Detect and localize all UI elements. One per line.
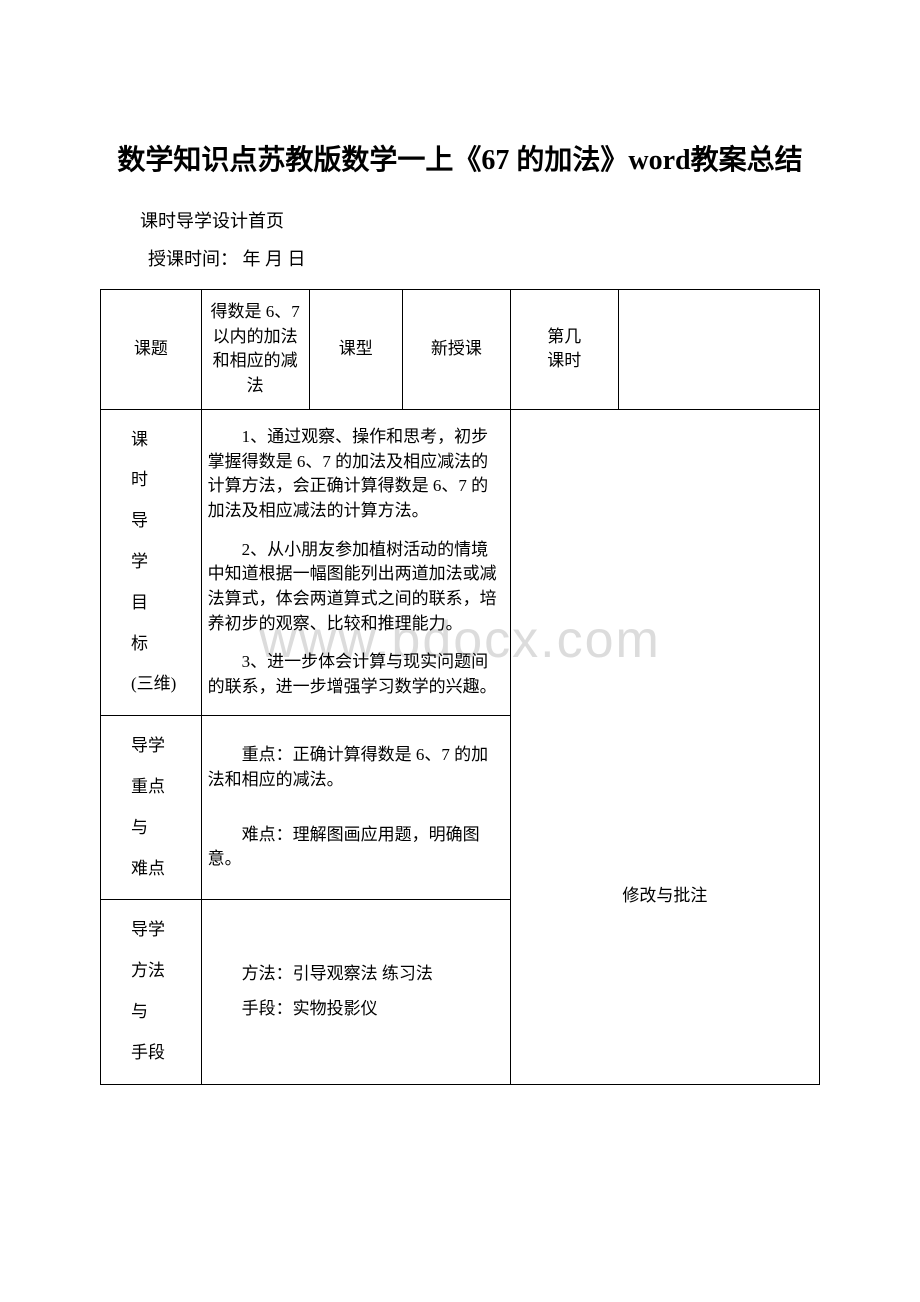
goal-item: 3、进一步体会计算与现实问题间的联系，进一步增强学习数学的兴趣。 [208, 650, 504, 699]
keypoint-text: 重点：正确计算得数是 6、7 的加法和相应的减法。 [208, 743, 504, 792]
keydiff-content: 重点：正确计算得数是 6、7 的加法和相应的减法。 难点：理解图画应用题，明确图… [201, 716, 510, 900]
classtype-value: 新授课 [402, 290, 510, 410]
table-row: 课 时 导 学 目 标 (三维) 1、通过观察、操作和思考，初步掌握得数是 6、… [101, 409, 820, 716]
method-content: 方法：引导观察法 练习法 手段：实物投影仪 [201, 900, 510, 1084]
document-subtitle: 课时导学设计首页 [140, 207, 820, 233]
goal-item: 2、从小朋友参加植树活动的情境中知道根据一幅图能列出两道加法或减法算式，体会两道… [208, 538, 504, 637]
goals-content: 1、通过观察、操作和思考，初步掌握得数是 6、7 的加法及相应减法的计算方法，会… [201, 409, 510, 716]
notes-label: 修改与批注 [517, 884, 813, 909]
classtype-label: 课型 [309, 290, 402, 410]
goals-label: 课 时 导 学 目 标 (三维) [101, 409, 202, 716]
table-row: 课题 得数是 6、7 以内的加法和相应的减法 课型 新授课 第几 课时 [101, 290, 820, 410]
method-text: 方法：引导观察法 练习法 [208, 962, 504, 987]
topic-label: 课题 [101, 290, 202, 410]
teaching-time-meta: 授课时间： 年 月 日 [148, 245, 820, 271]
document-page: 数学知识点苏教版数学一上《67 的加法》word教案总结 课时导学设计首页 授课… [0, 0, 920, 1145]
keydiff-label: 导学 重点 与 难点 [101, 716, 202, 900]
method-label: 导学 方法 与 手段 [101, 900, 202, 1084]
document-title: 数学知识点苏教版数学一上《67 的加法》word教案总结 [100, 140, 820, 182]
lesson-plan-table: 课题 得数是 6、7 以内的加法和相应的减法 课型 新授课 第几 课时 课 时 … [100, 289, 820, 1085]
goal-item: 1、通过观察、操作和思考，初步掌握得数是 6、7 的加法及相应减法的计算方法，会… [208, 425, 504, 524]
topic-value: 得数是 6、7 以内的加法和相应的减法 [201, 290, 309, 410]
period-value [618, 290, 819, 410]
difficulty-text: 难点：理解图画应用题，明确图意。 [208, 823, 504, 872]
means-text: 手段：实物投影仪 [208, 997, 504, 1022]
notes-column: 修改与批注 [510, 409, 819, 1084]
period-label: 第几 课时 [510, 290, 618, 410]
